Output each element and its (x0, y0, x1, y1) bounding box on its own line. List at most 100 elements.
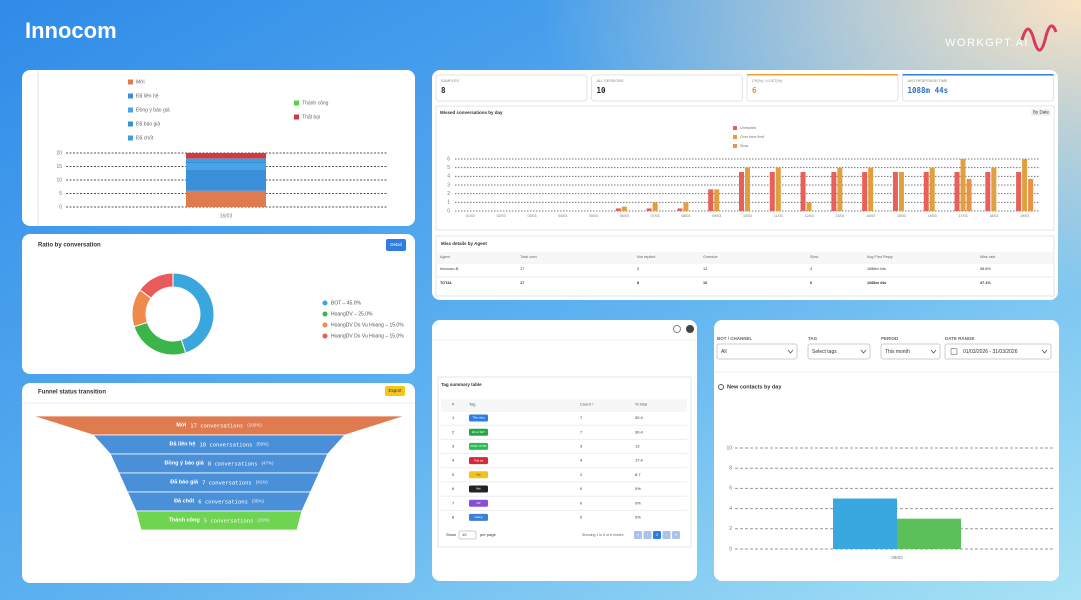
page-label: 1 (656, 532, 659, 537)
bar (898, 172, 904, 211)
page-button[interactable] (643, 531, 652, 539)
y-tick-label: 0 (447, 208, 450, 214)
legend-dot (322, 333, 328, 339)
button[interactable] (1031, 109, 1051, 116)
column-header: Miss rate (980, 255, 995, 259)
x-tick-label: 13/03 (835, 214, 844, 218)
bar (683, 202, 689, 211)
button[interactable] (386, 239, 406, 251)
cell: 17 (520, 281, 524, 285)
cell: 30.4 (635, 429, 644, 434)
y-tick-label: 15 (56, 164, 62, 170)
stage-percent: (29%) (257, 518, 270, 523)
filter-value: Select tags (812, 349, 837, 355)
x-tick-label: 16/03 (928, 214, 937, 218)
y-tick-label: 20 (56, 150, 62, 156)
cell: TOTAL (440, 281, 453, 285)
page-button[interactable] (662, 531, 671, 539)
stage-name: Đã chốt (174, 498, 194, 505)
x-tick-label: 15/03 (897, 214, 906, 218)
y-tick-label: 0 (729, 546, 732, 552)
dropdown-caret (860, 349, 867, 354)
icon[interactable] (673, 325, 681, 333)
bar (652, 202, 658, 211)
page-button[interactable] (634, 531, 642, 539)
page-label: ‹ (647, 532, 649, 537)
page-button[interactable] (672, 531, 680, 539)
y-tick-label: 5 (59, 191, 62, 197)
dropdown-caret (930, 349, 937, 354)
button-label: By Date (1033, 110, 1050, 115)
legend-label: Slow (740, 144, 748, 148)
bar (1016, 172, 1022, 211)
bar (991, 167, 997, 211)
column-header: % total (635, 402, 647, 407)
bar (833, 498, 897, 549)
tag-pill (469, 499, 488, 507)
page-button[interactable] (653, 531, 661, 539)
cell: 4 (810, 267, 812, 271)
tag-label: Đã có SĐT (472, 430, 485, 434)
bar (923, 172, 929, 211)
funnel-label: Đã liên hệ 10 conversations (59%) (170, 442, 269, 448)
legend-swatch (128, 121, 133, 127)
filter-select[interactable] (716, 343, 798, 360)
legend-label: Đã báo giá (136, 121, 160, 127)
cell: 47.1% (980, 281, 991, 285)
chart-title: New contacts by day (727, 384, 782, 390)
panel-status (22, 70, 415, 226)
y-tick-label: 8 (729, 466, 732, 472)
bar (714, 189, 720, 211)
stat-label: SAMPLES (441, 79, 459, 83)
filter-select[interactable] (880, 343, 941, 360)
card-accent (902, 74, 1054, 76)
icon[interactable] (686, 325, 694, 333)
legend-swatch (128, 107, 133, 113)
cell: 1 (452, 415, 455, 420)
cell: 1088m 44s (867, 281, 886, 285)
cell: 4 (580, 458, 583, 463)
bar (837, 167, 843, 211)
bar (960, 159, 966, 211)
bar-segment (186, 153, 266, 159)
cell: 0 (580, 514, 583, 519)
filter-label: TAG (808, 336, 818, 341)
partner-name: WORKGPT.AI (945, 37, 1029, 49)
panel-title: Ratio by conversation (38, 243, 101, 249)
column-header: Overdue (703, 255, 718, 259)
filter-select[interactable] (807, 343, 871, 360)
stage-count: 5 conversations (204, 518, 254, 524)
cell: 7 (452, 500, 455, 505)
funnel-label: Thành công 5 conversations (29%) (169, 518, 270, 524)
stage-percent: (47%) (262, 461, 275, 466)
stage-name: Đồng ý báo giá (164, 461, 204, 467)
filter-label: PERIOD (881, 336, 899, 341)
page-label: « (637, 532, 640, 537)
legend-label: Mới (136, 79, 145, 85)
button[interactable] (385, 386, 405, 396)
legend-swatch (733, 126, 737, 130)
x-tick-label: 09/03 (891, 555, 903, 560)
tag-pill (469, 457, 488, 465)
page-size-select[interactable] (458, 530, 477, 540)
bar (985, 172, 991, 211)
filter-select[interactable] (944, 343, 1052, 360)
legend-label: HoangDV – 25.0% (331, 311, 373, 317)
bar (897, 518, 961, 549)
x-tick-label: 18/03 (989, 214, 998, 218)
bar (677, 208, 683, 211)
y-tick-label: 3 (447, 182, 450, 188)
tag-label: VIP (476, 501, 480, 505)
cell: Innocom-B (440, 267, 459, 271)
column-header: Total conv (520, 255, 537, 259)
table-header-bg (437, 252, 1053, 262)
stage-count: 6 conversations (198, 499, 248, 505)
x-tick-label: 11/03 (774, 214, 783, 218)
legend-label: Đã liên hệ (136, 93, 159, 99)
tag-label: Mới (476, 487, 481, 491)
cell: 2 (580, 472, 583, 477)
tag-pill (469, 485, 488, 493)
cell: 0 (580, 486, 583, 491)
cell: 6 (810, 281, 812, 285)
